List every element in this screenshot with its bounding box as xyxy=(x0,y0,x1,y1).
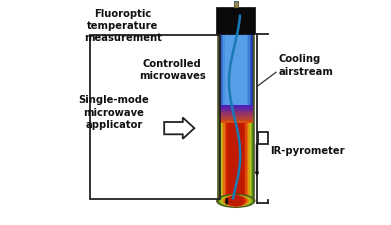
Ellipse shape xyxy=(219,195,252,206)
FancyArrow shape xyxy=(256,144,258,175)
Ellipse shape xyxy=(226,195,246,206)
Bar xyxy=(219,108,253,111)
Ellipse shape xyxy=(222,195,250,206)
Bar xyxy=(225,34,247,114)
Bar xyxy=(225,34,247,201)
Bar xyxy=(223,34,248,114)
Bar xyxy=(219,34,252,201)
Polygon shape xyxy=(164,117,194,139)
Bar xyxy=(222,34,250,201)
Ellipse shape xyxy=(219,195,252,206)
Ellipse shape xyxy=(228,195,244,206)
Bar xyxy=(219,119,253,121)
Bar xyxy=(226,34,246,201)
Bar xyxy=(234,1,238,7)
Ellipse shape xyxy=(223,195,248,206)
Bar xyxy=(218,34,254,201)
Ellipse shape xyxy=(218,195,254,206)
Bar xyxy=(219,121,253,123)
Bar xyxy=(90,35,220,199)
Ellipse shape xyxy=(225,195,247,206)
Text: IR-pyrometer: IR-pyrometer xyxy=(270,146,344,155)
Text: Single-mode
microwave
applicator: Single-mode microwave applicator xyxy=(79,95,149,130)
Ellipse shape xyxy=(225,195,247,206)
Text: Controlled
microwaves: Controlled microwaves xyxy=(139,59,205,81)
Ellipse shape xyxy=(228,195,244,206)
Bar xyxy=(219,107,253,109)
Bar xyxy=(221,34,251,114)
Bar xyxy=(216,7,255,34)
Ellipse shape xyxy=(217,194,255,207)
Ellipse shape xyxy=(221,195,251,206)
Bar xyxy=(219,112,253,114)
Bar xyxy=(219,110,253,112)
Ellipse shape xyxy=(226,195,246,206)
Ellipse shape xyxy=(223,195,248,206)
Bar xyxy=(222,34,250,114)
Bar xyxy=(219,116,253,118)
Bar xyxy=(219,114,253,116)
Bar xyxy=(221,34,251,201)
Bar xyxy=(228,34,244,201)
FancyArrow shape xyxy=(226,199,228,204)
Bar xyxy=(218,34,254,114)
Bar xyxy=(219,105,253,107)
Bar xyxy=(223,34,248,201)
Text: Cooling
airstream: Cooling airstream xyxy=(278,54,333,77)
Ellipse shape xyxy=(221,195,251,206)
Bar xyxy=(219,34,252,114)
Bar xyxy=(258,131,268,144)
Ellipse shape xyxy=(222,195,250,206)
Ellipse shape xyxy=(218,195,254,206)
Bar xyxy=(219,117,253,119)
Text: Fluoroptic
temperature
measurement: Fluoroptic temperature measurement xyxy=(84,9,162,43)
